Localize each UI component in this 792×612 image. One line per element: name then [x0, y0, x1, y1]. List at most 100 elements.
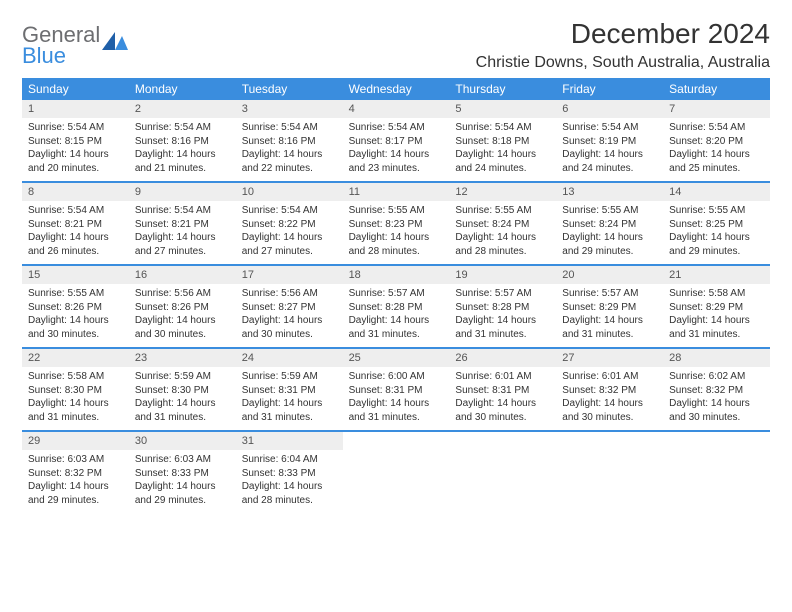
sunrise-line: Sunrise: 5:59 AM — [242, 370, 337, 384]
calendar-day: 31Sunrise: 6:04 AMSunset: 8:33 PMDayligh… — [236, 432, 343, 513]
calendar-week: 15Sunrise: 5:55 AMSunset: 8:26 PMDayligh… — [22, 266, 770, 349]
calendar-day: 13Sunrise: 5:55 AMSunset: 8:24 PMDayligh… — [556, 183, 663, 264]
day-details: Sunrise: 6:03 AMSunset: 8:32 PMDaylight:… — [22, 450, 129, 513]
sunset-line: Sunset: 8:32 PM — [562, 384, 657, 398]
day-details: Sunrise: 6:01 AMSunset: 8:32 PMDaylight:… — [556, 367, 663, 430]
day-number: 30 — [129, 432, 236, 450]
daylight-line: Daylight: 14 hours and 27 minutes. — [135, 231, 230, 258]
sunrise-line: Sunrise: 5:56 AM — [135, 287, 230, 301]
daylight-line: Daylight: 14 hours and 31 minutes. — [242, 397, 337, 424]
sunrise-line: Sunrise: 6:04 AM — [242, 453, 337, 467]
sunset-line: Sunset: 8:20 PM — [669, 135, 764, 149]
dow-cell: Sunday — [22, 78, 129, 100]
day-number: 3 — [236, 100, 343, 118]
day-number: 12 — [449, 183, 556, 201]
sunrise-line: Sunrise: 5:57 AM — [349, 287, 444, 301]
sunrise-line: Sunrise: 5:55 AM — [562, 204, 657, 218]
brand-mark-icon — [102, 32, 128, 59]
sunset-line: Sunset: 8:24 PM — [455, 218, 550, 232]
daylight-line: Daylight: 14 hours and 29 minutes. — [562, 231, 657, 258]
sunrise-line: Sunrise: 5:54 AM — [28, 204, 123, 218]
sunrise-line: Sunrise: 6:00 AM — [349, 370, 444, 384]
day-number: 25 — [343, 349, 450, 367]
day-number: 2 — [129, 100, 236, 118]
day-number: 14 — [663, 183, 770, 201]
sunrise-line: Sunrise: 5:54 AM — [28, 121, 123, 135]
sunset-line: Sunset: 8:15 PM — [28, 135, 123, 149]
sunset-line: Sunset: 8:29 PM — [669, 301, 764, 315]
sunset-line: Sunset: 8:30 PM — [28, 384, 123, 398]
calendar-day: 18Sunrise: 5:57 AMSunset: 8:28 PMDayligh… — [343, 266, 450, 347]
sunset-line: Sunset: 8:31 PM — [242, 384, 337, 398]
daylight-line: Daylight: 14 hours and 25 minutes. — [669, 148, 764, 175]
sunrise-line: Sunrise: 5:54 AM — [135, 204, 230, 218]
daylight-line: Daylight: 14 hours and 24 minutes. — [455, 148, 550, 175]
day-number: 5 — [449, 100, 556, 118]
daylight-line: Daylight: 14 hours and 28 minutes. — [349, 231, 444, 258]
day-number: 7 — [663, 100, 770, 118]
day-number: 24 — [236, 349, 343, 367]
day-details: Sunrise: 5:59 AMSunset: 8:30 PMDaylight:… — [129, 367, 236, 430]
day-number: 4 — [343, 100, 450, 118]
sunset-line: Sunset: 8:32 PM — [669, 384, 764, 398]
month-title: December 2024 — [476, 18, 770, 50]
day-details: Sunrise: 5:55 AMSunset: 8:24 PMDaylight:… — [449, 201, 556, 264]
sunrise-line: Sunrise: 6:03 AM — [28, 453, 123, 467]
sunset-line: Sunset: 8:31 PM — [349, 384, 444, 398]
sunset-line: Sunset: 8:33 PM — [135, 467, 230, 481]
calendar-day: 5Sunrise: 5:54 AMSunset: 8:18 PMDaylight… — [449, 100, 556, 181]
calendar-day: 15Sunrise: 5:55 AMSunset: 8:26 PMDayligh… — [22, 266, 129, 347]
day-details: Sunrise: 5:54 AMSunset: 8:20 PMDaylight:… — [663, 118, 770, 181]
calendar-day: 24 Sunrise: 5:59 AMSunset: 8:31 PMDayligh… — [236, 349, 343, 430]
day-number: 18 — [343, 266, 450, 284]
daylight-line: Daylight: 14 hours and 31 minutes. — [135, 397, 230, 424]
day-number: 17 — [236, 266, 343, 284]
calendar-day: 3Sunrise: 5:54 AMSunset: 8:16 PMDaylight… — [236, 100, 343, 181]
daylight-line: Daylight: 14 hours and 22 minutes. — [242, 148, 337, 175]
day-details: Sunrise: 5:56 AMSunset: 8:26 PMDaylight:… — [129, 284, 236, 347]
day-number: 13 — [556, 183, 663, 201]
sunrise-line: Sunrise: 5:57 AM — [562, 287, 657, 301]
day-details: Sunrise: 5:54 AMSunset: 8:22 PMDaylight:… — [236, 201, 343, 264]
day-details: Sunrise: 5:57 AMSunset: 8:29 PMDaylight:… — [556, 284, 663, 347]
dow-cell: Friday — [556, 78, 663, 100]
calendar-week: 8Sunrise: 5:54 AMSunset: 8:21 PMDaylight… — [22, 183, 770, 266]
day-number: 19 — [449, 266, 556, 284]
title-block: December 2024 Christie Downs, South Aust… — [476, 18, 770, 72]
daylight-line: Daylight: 14 hours and 29 minutes. — [669, 231, 764, 258]
day-details: Sunrise: 5:57 AMSunset: 8:28 PMDaylight:… — [449, 284, 556, 347]
dow-cell: Monday — [129, 78, 236, 100]
sunset-line: Sunset: 8:26 PM — [135, 301, 230, 315]
daylight-line: Daylight: 14 hours and 23 minutes. — [349, 148, 444, 175]
calendar-day: 27Sunrise: 6:01 AMSunset: 8:32 PMDayligh… — [556, 349, 663, 430]
sunrise-line: Sunrise: 5:54 AM — [562, 121, 657, 135]
sunrise-line: Sunrise: 5:56 AM — [242, 287, 337, 301]
sunset-line: Sunset: 8:27 PM — [242, 301, 337, 315]
sunrise-line: Sunrise: 5:54 AM — [349, 121, 444, 135]
calendar-day: 11Sunrise: 5:55 AMSunset: 8:23 PMDayligh… — [343, 183, 450, 264]
daylight-line: Daylight: 14 hours and 30 minutes. — [562, 397, 657, 424]
calendar-day: 8Sunrise: 5:54 AMSunset: 8:21 PMDaylight… — [22, 183, 129, 264]
calendar-day: 25Sunrise: 6:00 AMSunset: 8:31 PMDayligh… — [343, 349, 450, 430]
calendar-day: . — [449, 432, 556, 513]
calendar-grid: 1Sunrise: 5:54 AMSunset: 8:15 PMDaylight… — [22, 100, 770, 513]
calendar-day: 10Sunrise: 5:54 AMSunset: 8:22 PMDayligh… — [236, 183, 343, 264]
calendar-day: 26Sunrise: 6:01 AMSunset: 8:31 PMDayligh… — [449, 349, 556, 430]
day-number: 26 — [449, 349, 556, 367]
calendar-day: 14Sunrise: 5:55 AMSunset: 8:25 PMDayligh… — [663, 183, 770, 264]
day-number: 1 — [22, 100, 129, 118]
day-details: Sunrise: 6:02 AMSunset: 8:32 PMDaylight:… — [663, 367, 770, 430]
day-number: 9 — [129, 183, 236, 201]
calendar-day: 29Sunrise: 6:03 AMSunset: 8:32 PMDayligh… — [22, 432, 129, 513]
daylight-line: Daylight: 14 hours and 31 minutes. — [349, 314, 444, 341]
sunrise-line: Sunrise: 5:55 AM — [28, 287, 123, 301]
day-number: 11 — [343, 183, 450, 201]
sunrise-line: Sunrise: 6:01 AM — [562, 370, 657, 384]
sunrise-line: Sunrise: 5:58 AM — [28, 370, 123, 384]
daylight-line: Daylight: 14 hours and 28 minutes. — [242, 480, 337, 507]
sunset-line: Sunset: 8:22 PM — [242, 218, 337, 232]
calendar-day: . — [556, 432, 663, 513]
sunrise-line: Sunrise: 6:02 AM — [669, 370, 764, 384]
calendar-day: 22Sunrise: 5:58 AMSunset: 8:30 PMDayligh… — [22, 349, 129, 430]
day-details: Sunrise: 5:55 AMSunset: 8:25 PMDaylight:… — [663, 201, 770, 264]
